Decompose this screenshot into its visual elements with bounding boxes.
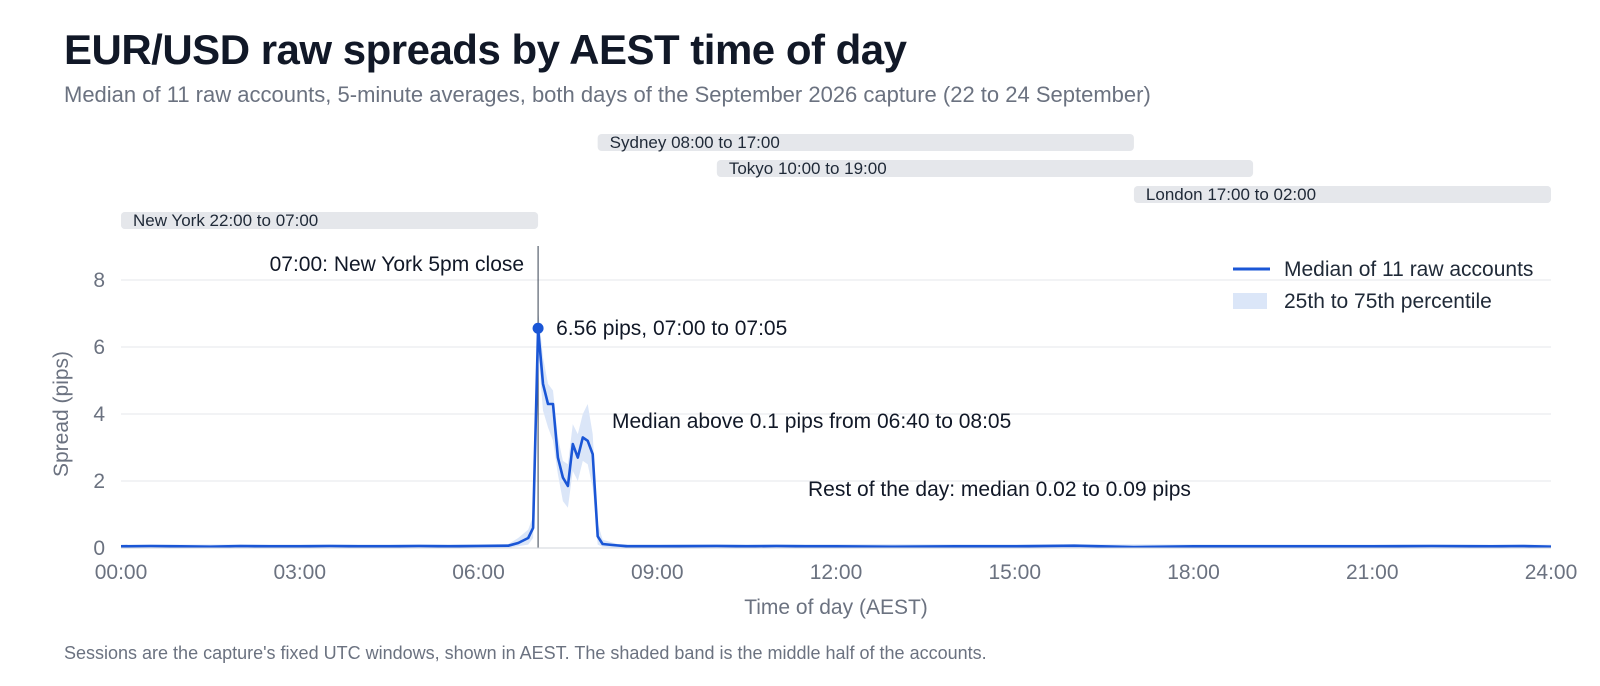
session-label: New York 22:00 to 07:00	[133, 211, 318, 230]
session-label: London 17:00 to 02:00	[1146, 185, 1316, 204]
legend: Median of 11 raw accounts 25th to 75th pe…	[1233, 258, 1533, 313]
legend-label-band: 25th to 75th percentile	[1284, 290, 1492, 313]
elevated-window-annotation: Median above 0.1 pips from 06:40 to 08:0…	[612, 410, 1011, 433]
legend-swatch-band	[1233, 293, 1267, 309]
y-tick-label: 0	[93, 537, 105, 560]
x-tick-label: 03:00	[273, 561, 326, 584]
session-label: Tokyo 10:00 to 19:00	[729, 159, 887, 178]
chart-title: EUR/USD raw spreads by AEST time of day	[64, 26, 907, 73]
x-tick-label: 12:00	[810, 561, 863, 584]
y-tick-label: 4	[93, 403, 105, 426]
session-bar-new-york	[1431, 186, 1551, 203]
y-tick-label: 8	[93, 269, 105, 292]
median-line-layer	[120, 322, 1552, 549]
axes: 0 2 4 6 8 00:00 03:00 06:00 09:00 12:00 15:00 18:00…	[50, 269, 1577, 619]
footnote: Sessions are the capture's fixed UTC win…	[64, 643, 987, 663]
annotations: 07:00: New York 5pm close 6.56 pips, 07:0…	[270, 253, 1191, 501]
session-bar-tokyo	[716, 160, 1254, 177]
session-label: Sydney 08:00 to 17:00	[610, 133, 780, 152]
x-tick-label: 09:00	[631, 561, 684, 584]
x-axis-title: Time of day (AEST)	[744, 596, 928, 619]
x-tick-label: 15:00	[988, 561, 1041, 584]
median-line	[120, 326, 1552, 549]
y-axis-title: Spread (pips)	[50, 351, 73, 477]
x-tick-label: 21:00	[1346, 561, 1399, 584]
peak-annotation: 6.56 pips, 07:00 to 07:05	[556, 317, 787, 340]
x-tick-label: 18:00	[1167, 561, 1220, 584]
chart-subtitle: Median of 11 raw accounts, 5-minute aver…	[64, 82, 1151, 107]
gridlines	[121, 279, 1551, 482]
close-annotation: 07:00: New York 5pm close	[270, 253, 524, 276]
peak-point	[532, 322, 544, 334]
x-tick-label: 00:00	[95, 561, 148, 584]
session-bars: Sydney 08:00 to 17:00 Tokyo 10:00 to 19:0…	[121, 133, 1551, 230]
x-tick-label: 24:00	[1525, 561, 1578, 584]
rest-of-day-annotation: Rest of the day: median 0.02 to 0.09 pip…	[808, 478, 1191, 501]
x-tick-label: 06:00	[452, 561, 505, 584]
session-bar-sydney	[597, 134, 1134, 151]
y-tick-label: 6	[93, 336, 105, 359]
y-tick-label: 2	[93, 470, 105, 493]
session-bar-new-york	[121, 212, 539, 229]
legend-label-median: Median of 11 raw accounts	[1284, 258, 1533, 281]
